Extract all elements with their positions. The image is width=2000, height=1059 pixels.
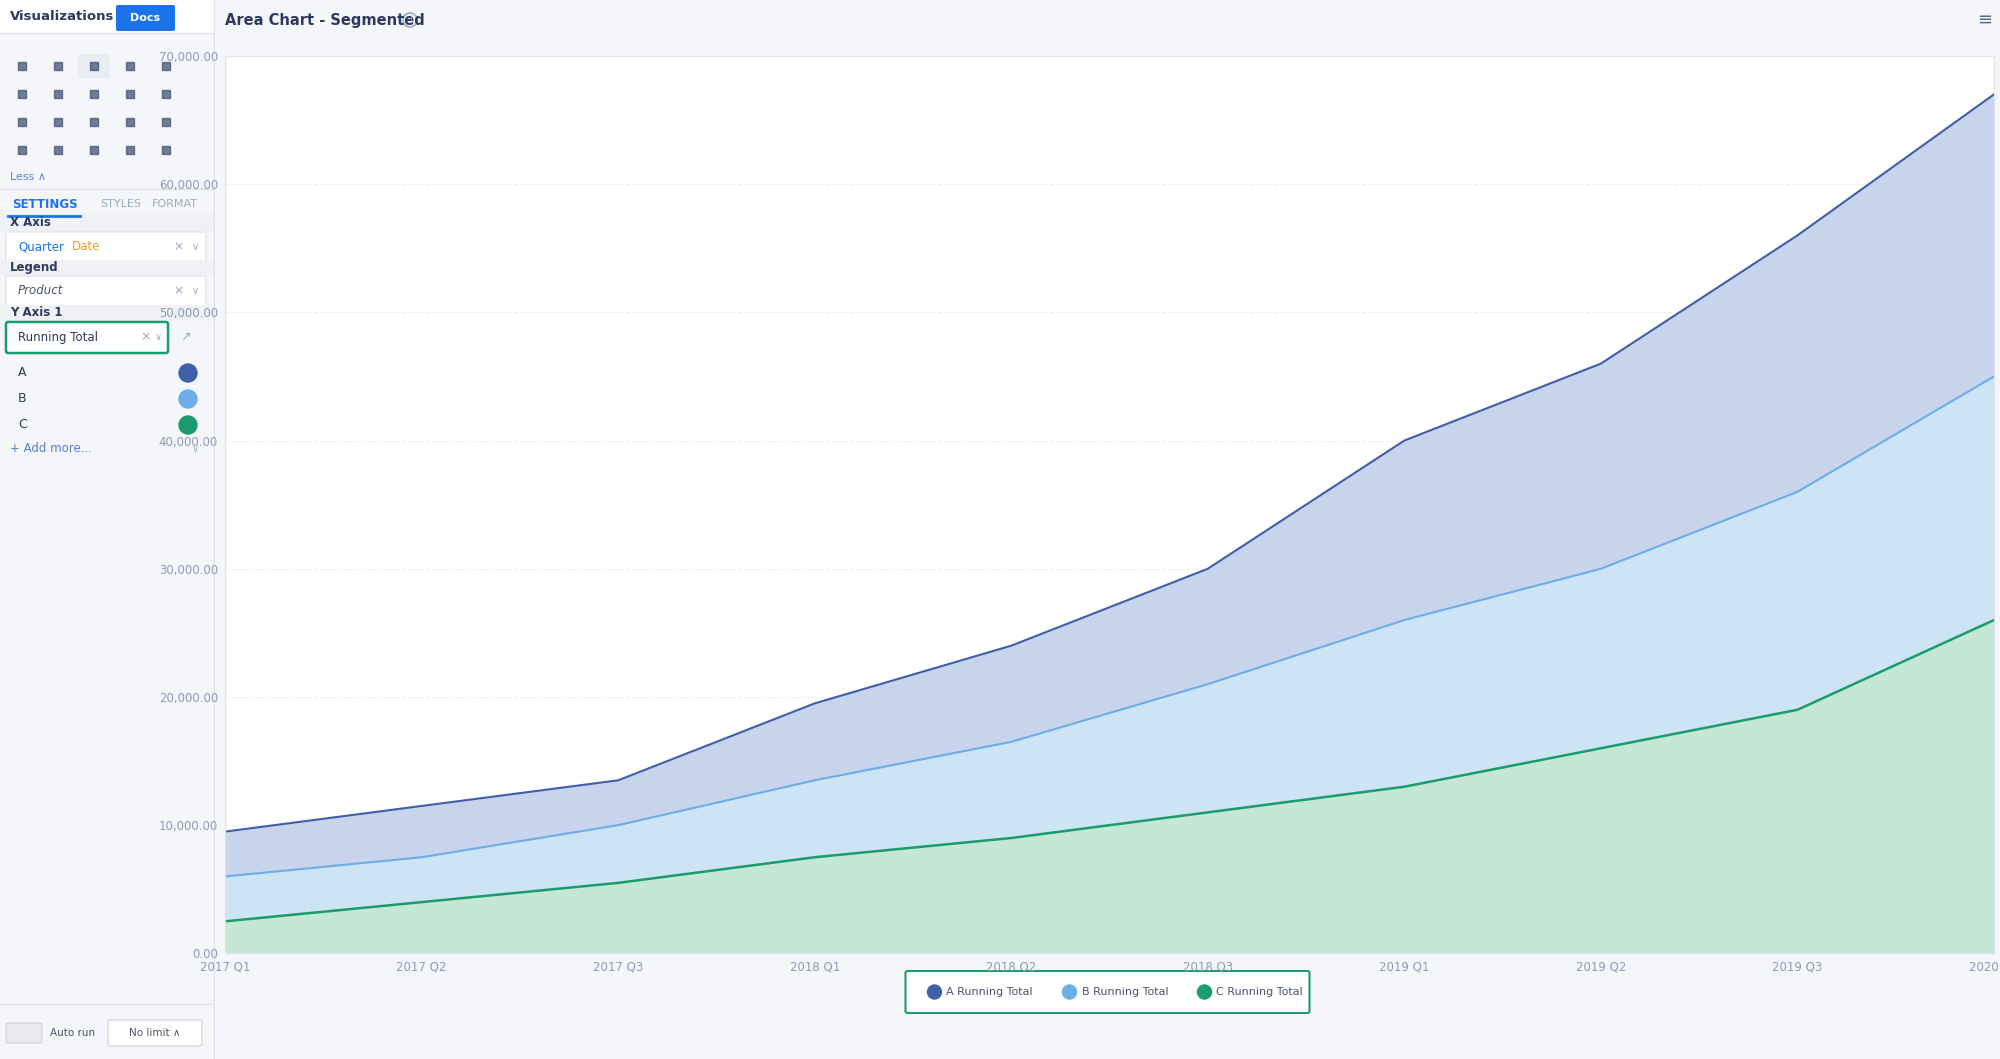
Text: ≡: ≡	[1978, 11, 1992, 29]
Circle shape	[928, 985, 942, 999]
Text: A Running Total: A Running Total	[946, 987, 1034, 997]
Circle shape	[1062, 985, 1076, 999]
Text: ∨: ∨	[192, 243, 200, 252]
Circle shape	[180, 364, 196, 382]
Circle shape	[180, 416, 196, 434]
Circle shape	[1198, 985, 1212, 999]
Text: No limit ∧: No limit ∧	[130, 1028, 180, 1038]
Text: ×: ×	[174, 285, 184, 298]
Text: Visualizations: Visualizations	[10, 10, 114, 22]
Text: Area Chart - Segmented: Area Chart - Segmented	[224, 13, 424, 28]
Text: i: i	[408, 16, 412, 24]
Text: Docs: Docs	[130, 13, 160, 23]
FancyBboxPatch shape	[108, 1020, 202, 1046]
FancyBboxPatch shape	[78, 54, 110, 78]
Text: Date: Date	[72, 240, 100, 253]
Text: B: B	[18, 393, 26, 406]
Text: B Running Total: B Running Total	[1082, 987, 1168, 997]
Circle shape	[180, 390, 196, 408]
Text: FORMAT: FORMAT	[152, 199, 198, 209]
FancyBboxPatch shape	[6, 232, 206, 263]
Text: Y Axis 1: Y Axis 1	[10, 306, 62, 320]
Text: STYLES: STYLES	[100, 199, 140, 209]
Text: Running Total: Running Total	[18, 330, 98, 343]
FancyBboxPatch shape	[116, 5, 176, 31]
Text: + Add more...: + Add more...	[10, 443, 92, 455]
Text: Less ∧: Less ∧	[10, 172, 46, 182]
Text: Auto run: Auto run	[50, 1028, 96, 1038]
FancyBboxPatch shape	[6, 322, 168, 353]
FancyBboxPatch shape	[6, 276, 206, 307]
Bar	[0, 261, 216, 276]
FancyBboxPatch shape	[6, 1023, 42, 1043]
Text: SETTINGS: SETTINGS	[12, 197, 78, 211]
Text: ∨: ∨	[192, 286, 200, 297]
Bar	[0, 305, 216, 321]
Text: ∨: ∨	[156, 333, 162, 342]
Text: ×: ×	[140, 330, 150, 343]
Text: ↗: ↗	[180, 330, 190, 343]
Bar	[0, 213, 216, 231]
Text: C Running Total: C Running Total	[1216, 987, 1304, 997]
Text: A: A	[18, 366, 26, 379]
Bar	[0, 0, 216, 33]
Text: Quarter: Quarter	[18, 240, 64, 253]
Text: Legend: Legend	[10, 262, 58, 274]
Text: Product: Product	[18, 285, 64, 298]
FancyBboxPatch shape	[906, 971, 1310, 1013]
Text: ∨: ∨	[192, 444, 200, 454]
Text: C: C	[18, 418, 26, 431]
Text: ×: ×	[174, 240, 184, 253]
Text: X Axis: X Axis	[10, 215, 50, 229]
